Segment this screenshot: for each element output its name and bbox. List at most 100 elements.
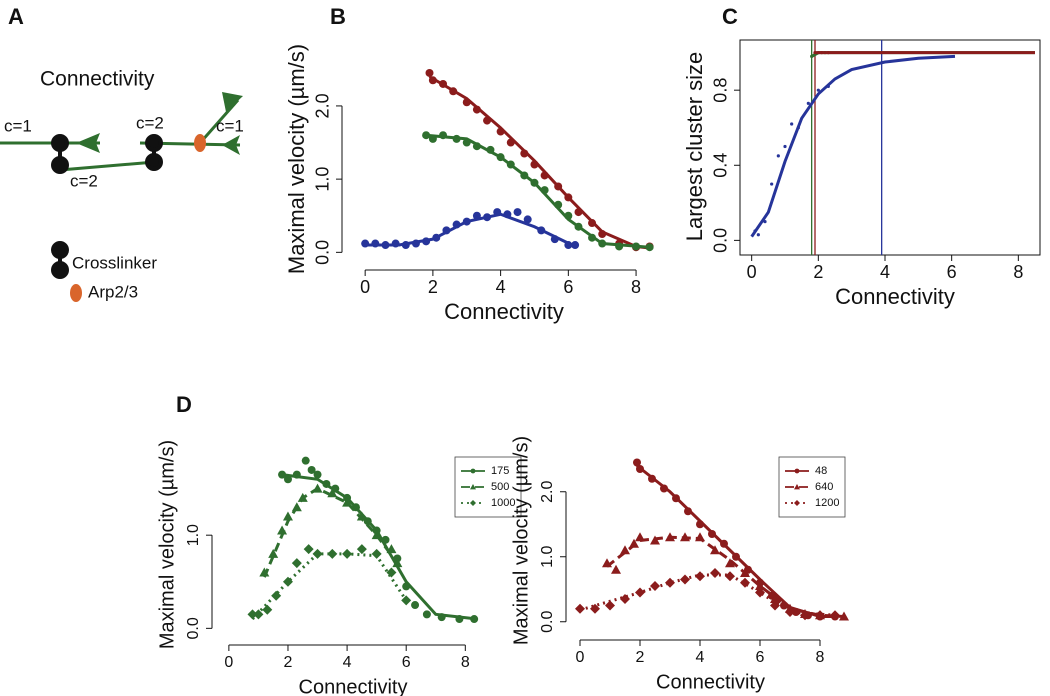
data-point	[635, 532, 645, 542]
data-point	[796, 126, 800, 130]
x-tick-label: 4	[880, 262, 890, 282]
filament-end	[76, 133, 100, 153]
data-point	[740, 577, 750, 588]
data-point	[506, 160, 515, 169]
data-point	[574, 222, 583, 231]
data-point	[806, 101, 810, 105]
data-point	[575, 603, 585, 614]
data-point	[356, 511, 367, 521]
data-point	[428, 76, 437, 85]
x-tick-label: 8	[816, 649, 825, 666]
data-point	[695, 532, 705, 542]
data-point	[282, 576, 293, 587]
chart: 0 2 4 6 8 0.0 0.4 0.8 Connectivity Largest cluste…	[682, 39, 1041, 309]
y-tick-label: 0.0	[313, 240, 333, 265]
data-point	[283, 475, 292, 484]
data-point	[496, 127, 505, 136]
data-point	[312, 548, 323, 559]
data-point	[620, 594, 630, 604]
data-point	[753, 229, 757, 233]
data-point	[483, 116, 492, 125]
data-point	[401, 241, 410, 250]
data-point	[826, 84, 830, 89]
data-point	[598, 239, 607, 248]
data-point	[720, 539, 728, 548]
legend-label: 48	[815, 465, 827, 477]
data-point	[602, 558, 612, 568]
data-point	[816, 88, 820, 92]
data-point	[425, 68, 434, 77]
data-point	[550, 235, 559, 244]
data-point	[277, 525, 288, 535]
data-point	[540, 171, 549, 180]
x-tick-label: 0	[576, 649, 585, 666]
data-point	[322, 479, 331, 488]
connectivity-label: c=1	[216, 116, 244, 135]
y-tick-label: 0.8	[711, 78, 731, 103]
fit-line	[606, 535, 845, 619]
chart: 0 2 4 6 8 0.0 1.0 2.0 Connectivity Maximal veloci…	[510, 436, 849, 693]
data-point	[554, 182, 563, 191]
data-point	[520, 149, 529, 158]
data-point	[590, 603, 600, 614]
data-point	[633, 458, 641, 467]
data-point	[307, 465, 316, 474]
data-point	[710, 568, 720, 578]
data-point	[636, 465, 644, 473]
data-point	[472, 211, 481, 220]
data-point	[680, 532, 690, 542]
panel-label: B	[330, 4, 346, 29]
x-tick-label: 0	[747, 262, 757, 282]
data-point	[839, 611, 849, 621]
data-point	[523, 215, 532, 224]
data-point	[588, 233, 597, 242]
connectivity-label: c=1	[4, 116, 32, 135]
y-tick-label: 0.0	[539, 611, 556, 633]
data-point	[327, 548, 338, 559]
data-point	[564, 211, 573, 220]
data-point	[282, 511, 293, 521]
data-point	[755, 587, 765, 598]
data-point	[496, 153, 505, 162]
data-point	[756, 233, 760, 237]
data-point	[540, 186, 549, 195]
data-point	[371, 239, 380, 248]
data-point	[253, 609, 264, 620]
x-axis-label: Connectivity	[835, 284, 955, 309]
data-point	[371, 548, 382, 559]
data-point	[635, 587, 645, 598]
data-point	[513, 208, 522, 217]
data-point	[303, 544, 314, 555]
data-point	[665, 532, 675, 542]
data-point	[391, 239, 400, 248]
data-point	[411, 239, 420, 248]
legend-label: Crosslinker	[72, 253, 157, 272]
data-point	[520, 171, 529, 180]
data-point	[493, 208, 502, 217]
y-tick-label: 1.0	[185, 524, 202, 546]
data-point	[740, 568, 750, 577]
legend-marker	[794, 500, 800, 506]
x-tick-label: 6	[402, 654, 411, 671]
legend-marker	[470, 500, 476, 506]
x-tick-label: 6	[947, 262, 957, 282]
data-point	[554, 200, 563, 209]
x-tick-label: 2	[813, 262, 823, 282]
data-point	[439, 79, 448, 88]
data-point	[401, 595, 412, 606]
data-point	[763, 219, 767, 224]
legend-marker	[470, 468, 476, 474]
legend-label: 1000	[491, 497, 515, 509]
filament-end	[222, 92, 243, 112]
data-point	[422, 131, 431, 140]
data-point	[800, 610, 810, 621]
data-point	[588, 219, 597, 228]
chart: 0 2 4 6 8 0.0 1.0 2.0 Connectivity Maximal veloci…	[284, 44, 654, 324]
data-point	[564, 241, 573, 250]
data-point	[680, 574, 690, 585]
data-point	[645, 243, 654, 252]
filament-end	[222, 135, 240, 155]
fit-line	[750, 54, 956, 238]
data-point	[660, 484, 668, 493]
